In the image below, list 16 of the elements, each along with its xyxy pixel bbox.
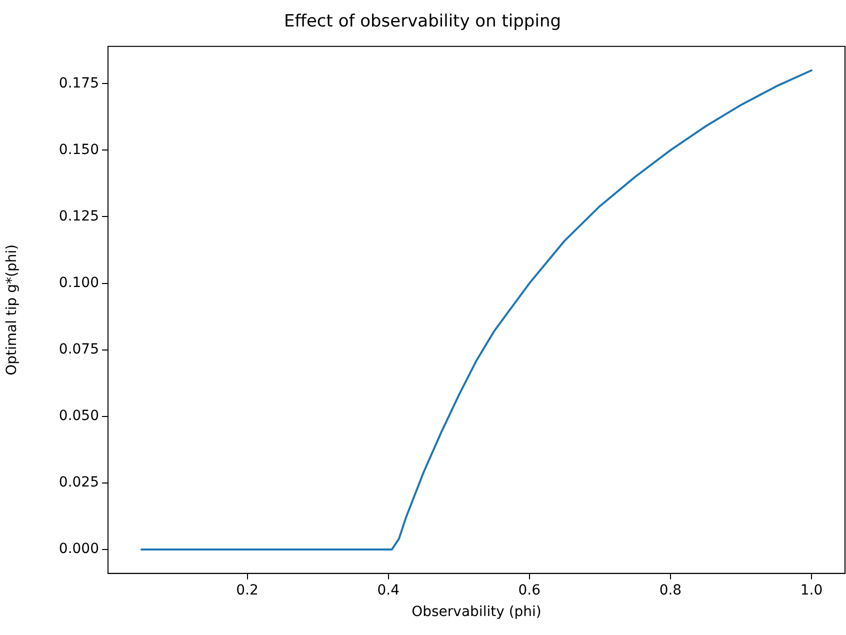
- y-tick-label: 0.100: [58, 274, 99, 291]
- y-tick-label: 0.175: [58, 75, 99, 92]
- x-tick-label: 0.2: [236, 582, 258, 598]
- x-tick-label: 0.8: [659, 582, 682, 598]
- y-tick-label: 0.000: [58, 541, 99, 558]
- x-axis-title: Observability (phi): [412, 604, 542, 620]
- x-tick-label: 0.4: [377, 582, 400, 598]
- y-tick-label: 0.075: [58, 341, 99, 358]
- x-tick-label: 0.6: [518, 582, 541, 598]
- y-tick-label: 0.025: [58, 474, 99, 491]
- x-tick-label: 1.0: [800, 582, 823, 598]
- y-axis-title: Optimal tip g*(phi): [4, 244, 20, 376]
- y-tick-label: 0.125: [58, 208, 99, 224]
- y-tick-label: 0.050: [58, 408, 99, 424]
- chart-title: Effect of observability on tipping: [284, 12, 562, 32]
- y-tick-label: 0.150: [58, 142, 99, 158]
